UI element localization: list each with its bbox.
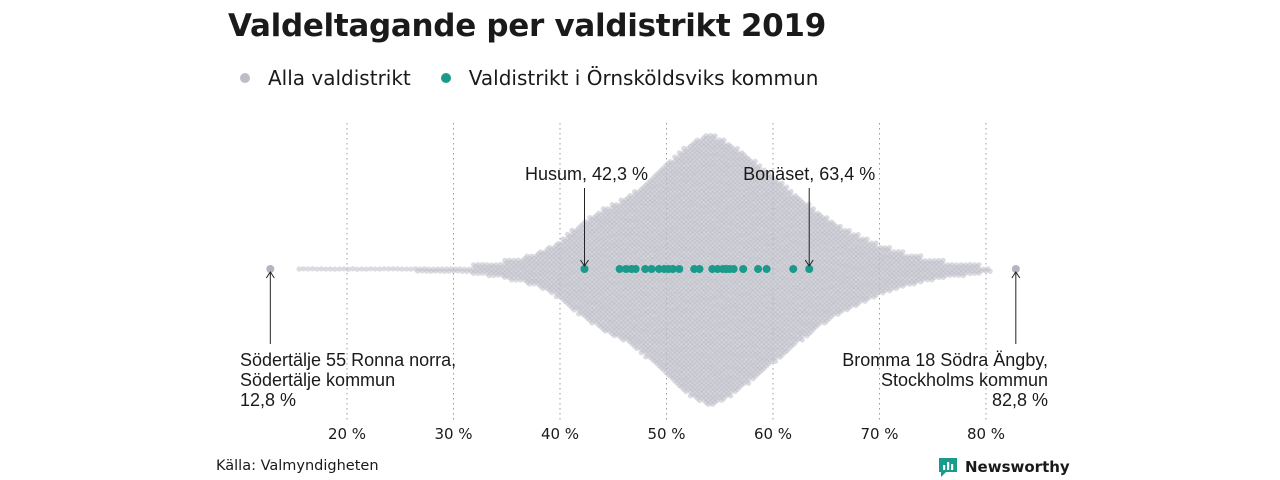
district-point xyxy=(408,266,414,272)
district-point xyxy=(799,337,805,343)
district-point xyxy=(341,266,347,272)
legend-label-all: Alla valdistrikt xyxy=(268,66,411,90)
district-point xyxy=(368,266,374,272)
district-point xyxy=(332,266,338,272)
legend-label-ornskoldsvik: Valdistrikt i Örnsköldsviks kommun xyxy=(468,66,819,90)
legend-dot-all xyxy=(240,73,250,83)
district-point xyxy=(345,266,351,272)
district-point xyxy=(372,266,378,272)
district-point xyxy=(323,266,329,272)
legend-item-all: Alla valdistrikt xyxy=(240,66,411,90)
district-point xyxy=(784,184,790,190)
legend-dot-ornskoldsvik xyxy=(440,73,451,83)
legend-item-ornskoldsvik: Valdistrikt i Örnsköldsviks kommun xyxy=(440,66,819,90)
district-point xyxy=(788,188,794,195)
district-point xyxy=(336,266,342,272)
district-point xyxy=(772,358,779,365)
district-point xyxy=(403,266,410,272)
chart-title: Valdeltagande per valdistrikt 2019 xyxy=(228,8,826,44)
district-point xyxy=(296,266,302,272)
district-point xyxy=(318,266,325,272)
district-point xyxy=(305,266,311,272)
district-point xyxy=(399,266,405,272)
district-point xyxy=(354,266,360,272)
district-point xyxy=(300,266,307,272)
district-point xyxy=(327,266,333,272)
district-point xyxy=(390,266,396,272)
swarm-all-districts xyxy=(266,132,1020,407)
district-point xyxy=(359,266,365,272)
district-point xyxy=(381,266,387,272)
district-point xyxy=(376,266,383,272)
district-point xyxy=(350,266,356,272)
district-point xyxy=(363,266,369,272)
district-point xyxy=(394,266,401,272)
legend: Alla valdistrikt Valdistrikt i Örnskölds… xyxy=(240,66,848,90)
district-point xyxy=(746,380,752,386)
district-point xyxy=(734,145,741,152)
district-point xyxy=(314,266,320,272)
district-point xyxy=(309,266,316,272)
district-point xyxy=(728,393,734,399)
district-point xyxy=(385,266,392,272)
